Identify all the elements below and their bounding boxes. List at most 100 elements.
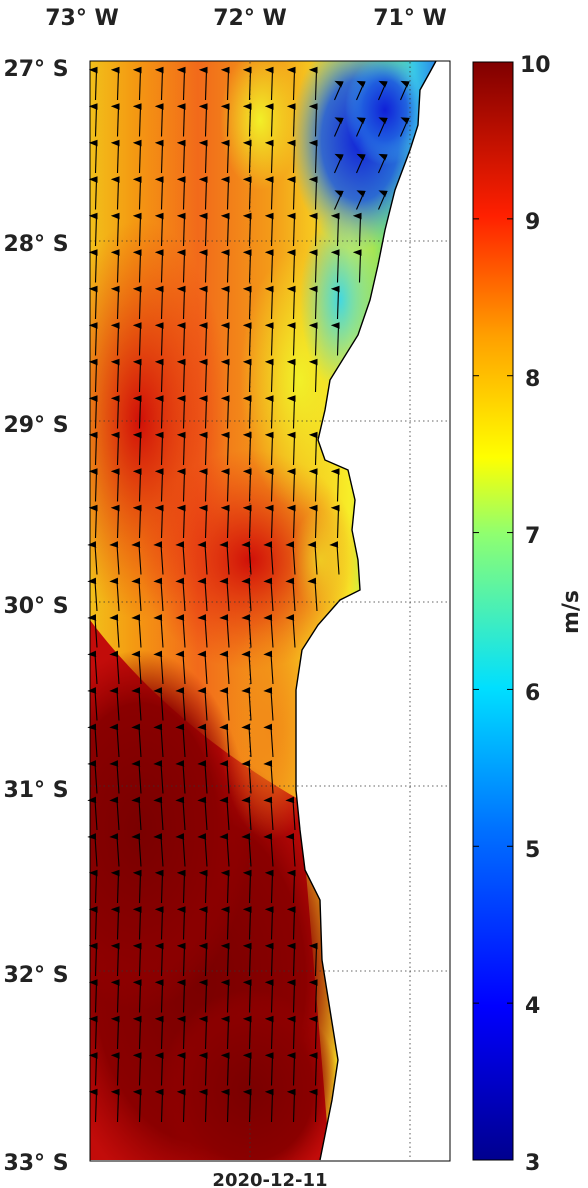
wind-arrow <box>88 906 98 940</box>
wind-arrow <box>88 1052 98 1086</box>
wind-arrow <box>308 358 318 393</box>
wind-arrow <box>198 139 208 174</box>
wind-arrow <box>110 504 120 539</box>
wind-arrow <box>154 285 164 320</box>
wind-arrow <box>242 1088 252 1123</box>
lat-label: 29° S <box>3 413 68 438</box>
wind-arrow <box>330 249 340 283</box>
wind-arrow <box>110 322 120 356</box>
wind-arrow <box>176 176 186 210</box>
wind-arrow <box>286 468 296 502</box>
wind-arrow <box>308 468 318 502</box>
wind-arrow <box>87 541 98 575</box>
wind-arrow <box>330 504 340 539</box>
latitude-labels: 27° S 28° S 29° S 30° S 31° S 32° S 33° … <box>3 57 68 1176</box>
wind-arrow <box>286 942 296 977</box>
wind-arrow <box>132 322 142 356</box>
wind-arrow <box>175 687 186 721</box>
wind-arrow <box>219 614 230 648</box>
lat-label: 31° S <box>3 778 68 803</box>
wind-arrow <box>198 979 208 1013</box>
wind-arrow <box>154 468 164 502</box>
wind-arrow <box>176 906 186 940</box>
wind-arrow <box>198 358 208 393</box>
wind-arrow <box>87 833 98 867</box>
wind-arrow <box>176 942 186 977</box>
wind-arrow <box>285 541 296 575</box>
wind-arrow <box>220 212 230 247</box>
wind-vectors <box>87 66 410 1123</box>
wind-arrow <box>286 212 296 247</box>
wind-arrow <box>219 796 230 831</box>
wind-arrow <box>242 212 252 247</box>
wind-arrow <box>132 431 142 466</box>
wind-arrow <box>198 468 208 502</box>
wind-arrow <box>263 614 274 648</box>
wind-arrow <box>110 176 120 210</box>
wind-arrow <box>175 796 186 831</box>
wind-arrow <box>109 833 120 867</box>
wind-arrow <box>198 395 208 429</box>
wind-arrow <box>154 66 164 101</box>
wind-arrow <box>377 190 388 210</box>
wind-arrow <box>154 103 164 137</box>
wind-arrow <box>132 176 142 210</box>
wind-arrow <box>88 869 98 904</box>
wind-arrow <box>286 322 296 356</box>
wind-arrow <box>198 431 208 466</box>
wind-arrow <box>109 577 120 612</box>
wind-arrow <box>242 249 252 283</box>
wind-arrow <box>132 103 142 137</box>
lat-label: 28° S <box>3 232 68 257</box>
wind-arrow <box>175 723 186 758</box>
wind-arrow <box>286 103 296 137</box>
wind-arrow <box>154 139 164 174</box>
wind-arrow <box>263 650 274 685</box>
wind-arrow <box>198 1015 208 1050</box>
colorbar-tick-label: 7 <box>525 524 540 549</box>
wind-arrow <box>175 614 186 648</box>
wind-arrow <box>109 723 120 758</box>
wind-arrow <box>220 431 230 466</box>
wind-arrow <box>198 906 208 940</box>
wind-arrow <box>399 117 410 137</box>
wind-arrow <box>264 431 274 466</box>
wind-arrow <box>87 723 98 758</box>
wind-arrow <box>154 979 164 1013</box>
wind-arrow <box>132 285 142 320</box>
wind-arrow <box>88 176 98 210</box>
colorbar-tick-label: 9 <box>525 210 540 235</box>
longitude-labels: 73° W 72° W 71° W <box>45 6 447 31</box>
wind-arrow <box>110 285 120 320</box>
wind-arrow <box>333 190 344 210</box>
wind-arrow <box>241 541 252 575</box>
lat-label: 27° S <box>3 57 68 82</box>
wind-arrow <box>197 650 208 685</box>
lon-label: 71° W <box>373 6 447 31</box>
wind-arrow <box>308 431 318 466</box>
wind-arrow <box>131 614 142 648</box>
wind-arrow <box>131 723 142 758</box>
wind-arrow <box>241 687 252 721</box>
wind-arrow <box>88 358 98 393</box>
wind-arrow <box>176 468 186 502</box>
wind-arrow <box>87 796 98 831</box>
wind-arrow <box>88 431 98 466</box>
wind-arrow <box>109 796 120 831</box>
wind-arrow <box>308 1052 318 1086</box>
wind-arrow <box>88 468 98 502</box>
wind-arrow <box>176 395 186 429</box>
wind-arrow <box>154 322 164 356</box>
wind-arrow <box>220 942 230 977</box>
wind-arrow <box>154 358 164 393</box>
wind-arrow <box>175 577 186 612</box>
colorbar-tick-label: 5 <box>525 838 540 863</box>
wind-arrow <box>264 395 274 429</box>
wind-arrow <box>109 687 120 721</box>
wind-arrow <box>242 906 252 940</box>
wind-arrow <box>110 468 120 502</box>
wind-arrow <box>87 760 98 794</box>
wind-arrow <box>198 176 208 210</box>
wind-arrow <box>88 212 98 247</box>
wind-arrow <box>264 285 274 320</box>
